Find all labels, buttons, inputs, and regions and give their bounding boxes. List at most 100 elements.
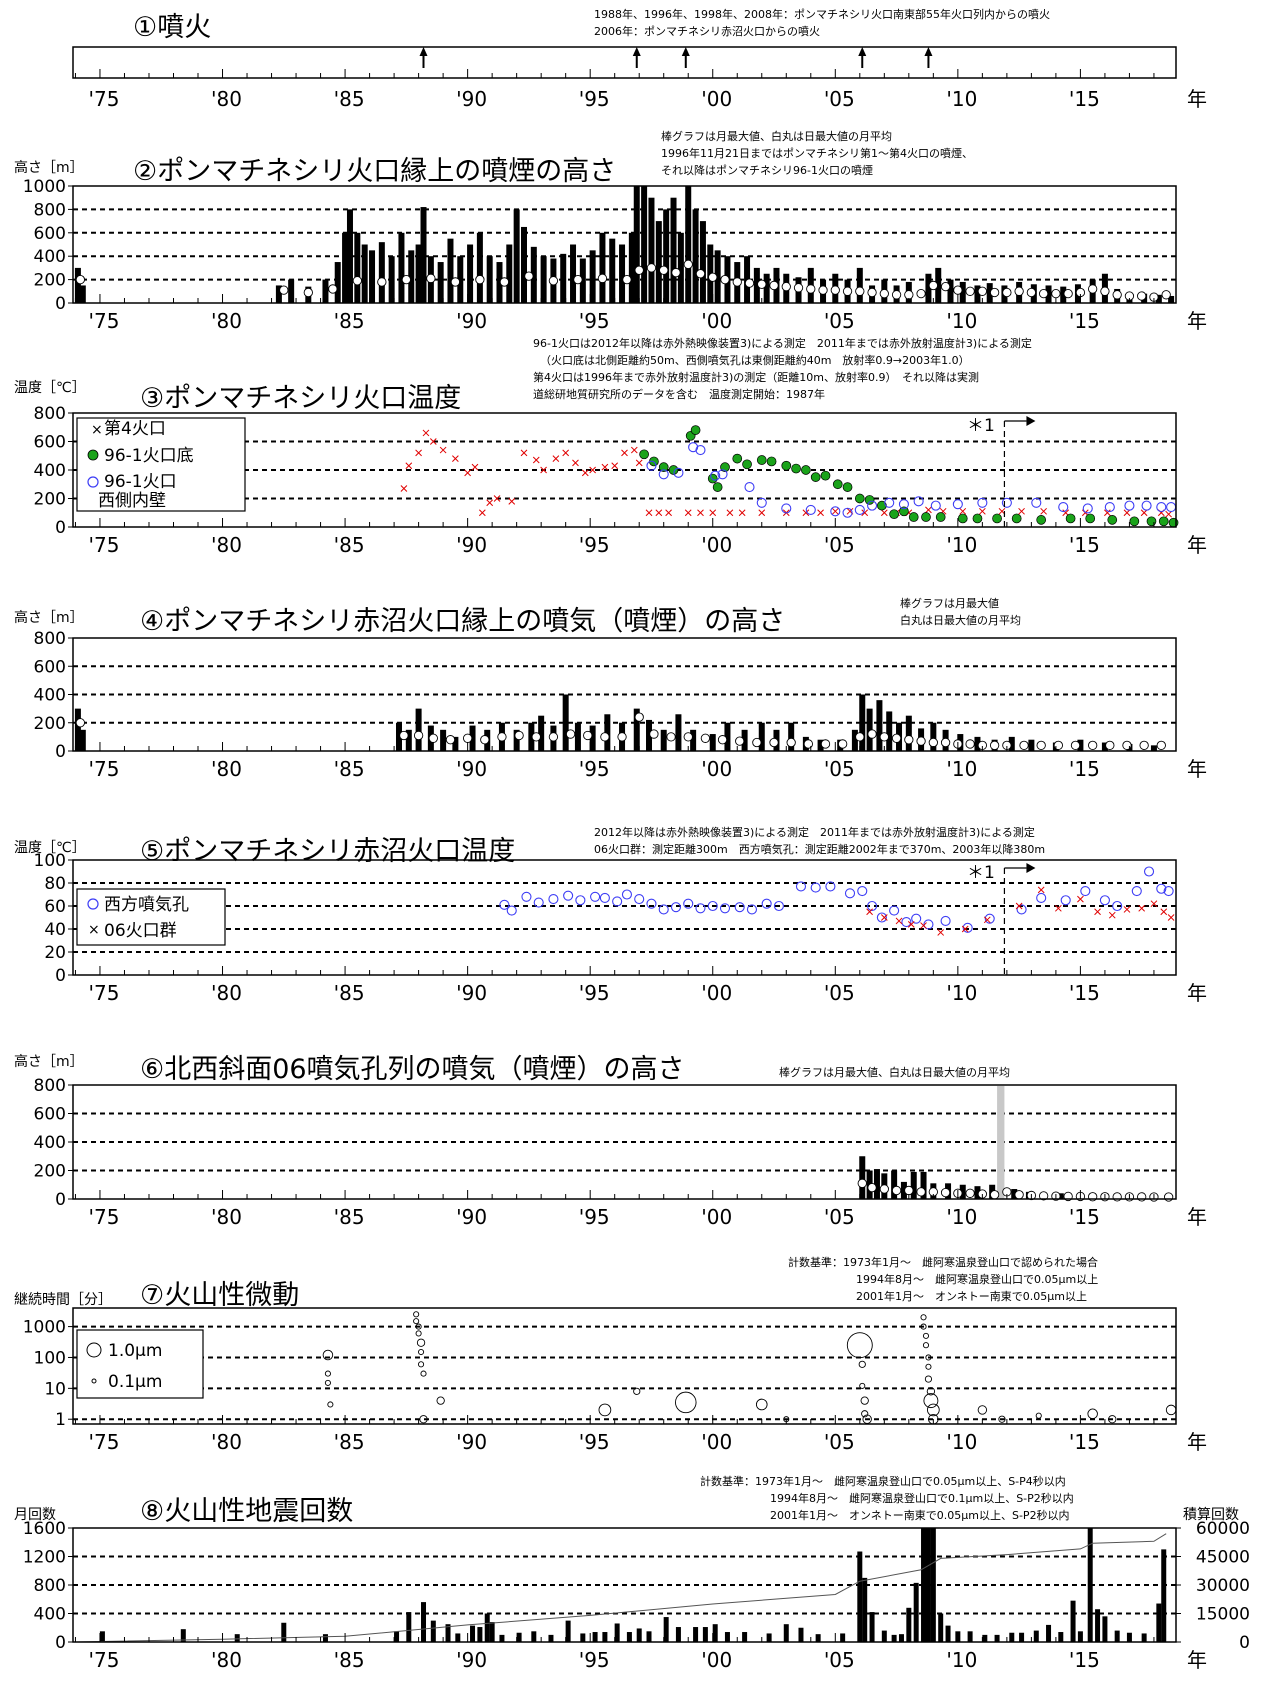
x-tick-label: '75 (88, 1205, 119, 1229)
y-tick-label: 400 (34, 1133, 66, 1153)
y-tick-label: 0 (55, 742, 66, 762)
point (732, 277, 742, 287)
point (717, 469, 728, 480)
y-axis-label: 温度［℃］ (14, 380, 86, 396)
point (1015, 902, 1023, 910)
y-tick-label: 10 (44, 1379, 66, 1399)
point (1026, 287, 1037, 298)
point (916, 288, 926, 299)
bar (675, 1627, 681, 1642)
point (1165, 510, 1173, 518)
point (352, 276, 362, 286)
point (769, 280, 779, 291)
x-tick-label: '15 (1069, 1205, 1100, 1229)
panel-akanuma-temperature: 2012年以降は赤外熱映像装置3)による測定 2011年までは赤外放射温度計3)… (14, 825, 1207, 1005)
point (1060, 895, 1071, 906)
bar (180, 1629, 186, 1642)
panel-note: 2012年以降は赤外熱映像装置3)による測定 2011年までは赤外放射温度計3)… (594, 825, 1035, 839)
bar (394, 1631, 400, 1642)
point (842, 482, 853, 492)
legend: 西方噴気孔 × 06火口群 (76, 888, 226, 946)
plot-area: 1 10 100 1000 '75 '80 '85 '90 '95 '00 '05 '10 '15 年 (23, 1307, 1207, 1454)
legend-marker (87, 898, 99, 910)
x-axis-unit: 年 (1187, 757, 1207, 781)
point (645, 509, 653, 517)
bar (440, 729, 447, 751)
legend-marker (87, 449, 99, 461)
point (904, 1185, 914, 1196)
point (1070, 740, 1081, 750)
point (707, 473, 718, 484)
point (1054, 904, 1062, 912)
y-tick-label: 1000 (23, 177, 66, 197)
bar (866, 708, 873, 751)
point (752, 737, 762, 748)
point (1104, 509, 1111, 517)
point (531, 732, 541, 742)
point (683, 732, 693, 742)
point (478, 509, 486, 517)
point (781, 281, 791, 292)
panel-note: 2001年1月～ オンネトー南東で0.05μm以上、S-P2秒以内 (770, 1508, 1070, 1522)
bar (570, 244, 577, 303)
x-tick-label: '00 (701, 1430, 732, 1454)
point (450, 277, 461, 287)
bar (334, 262, 341, 303)
point (1123, 509, 1131, 517)
point (524, 271, 534, 281)
x-axis: '75 '80 '85 '90 '95 '00 '05 '10 '15 年 (74, 518, 1207, 557)
x-tick-label: '15 (1069, 981, 1100, 1005)
bar (609, 238, 616, 303)
bar (322, 279, 329, 303)
point (683, 898, 694, 909)
bar (322, 1634, 328, 1642)
panel-note: 1996年11月21日まではポンマチネシリ第1～第4火口の噴煙、 (661, 146, 973, 160)
y-tick-label: 60 (44, 897, 66, 917)
point (712, 482, 723, 492)
point (844, 888, 856, 899)
point (805, 504, 816, 515)
point (658, 469, 669, 480)
point (817, 509, 824, 517)
point (953, 285, 963, 295)
point (666, 732, 676, 742)
point (795, 881, 807, 892)
point (671, 267, 681, 278)
point (989, 1190, 1000, 1200)
point (961, 925, 969, 933)
tremor-event (413, 1311, 420, 1318)
x-tick-label: '90 (456, 1205, 487, 1229)
point (913, 496, 924, 507)
bar (579, 258, 586, 303)
x-axis: '75 '80 '85 '90 '95 '00 '05 '10 '15 年 (74, 69, 1207, 111)
x-tick-label: '75 (88, 1430, 119, 1454)
tremor-event (920, 1314, 927, 1321)
bar (741, 729, 748, 751)
point (688, 442, 699, 453)
point (634, 712, 644, 722)
point (521, 891, 532, 902)
x-tick-label: '05 (824, 1205, 855, 1229)
bar (891, 1634, 897, 1642)
bar (675, 714, 682, 751)
eruption-arrows (419, 47, 933, 68)
point (1107, 515, 1118, 525)
bar (79, 729, 86, 751)
bar (602, 1632, 608, 1642)
point (806, 284, 816, 294)
bar (994, 1634, 1000, 1642)
tremor-event (861, 1410, 869, 1418)
bar (788, 722, 795, 751)
bar (851, 729, 858, 751)
bar (562, 694, 569, 751)
point (590, 891, 601, 902)
x-tick-label: '10 (946, 981, 977, 1005)
point (1139, 740, 1149, 750)
bar (361, 244, 368, 303)
bar (74, 267, 81, 303)
point (864, 495, 875, 505)
bar (702, 1627, 708, 1642)
bar (548, 1634, 554, 1642)
point (486, 499, 494, 507)
x-tick-label: '95 (579, 87, 610, 111)
